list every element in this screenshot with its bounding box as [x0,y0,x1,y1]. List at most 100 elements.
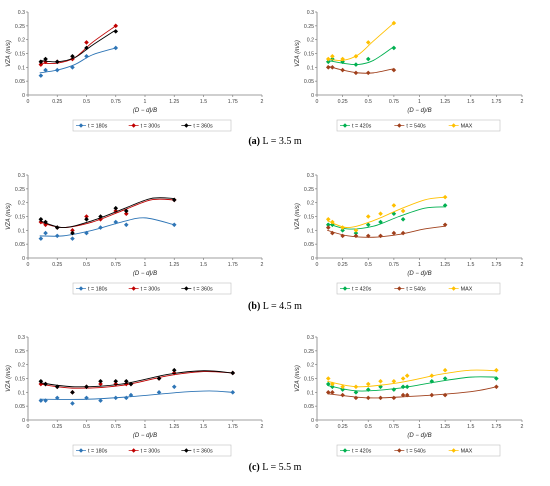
trend-line [327,65,394,74]
x-tick-label: 1 [418,99,421,105]
x-tick-label: 1.5 [467,262,474,268]
trend-line [39,25,117,65]
data-point [391,378,397,384]
data-point [353,395,359,401]
data-point [98,378,103,384]
y-tick-label: 0.15 [304,377,314,383]
x-tick-label: 1.25 [440,424,450,430]
data-point [70,230,75,236]
data-point [429,378,435,384]
y-tick-label: 0.2 [18,201,25,207]
data-point [404,384,410,390]
data-point [353,230,359,236]
y-tick-label: 0.15 [15,52,25,58]
x-tick-label: 0 [316,262,319,268]
data-point [325,216,331,222]
x-tick-label: 0 [316,99,319,105]
x-tick-label: 2 [261,99,264,105]
data-point [442,367,448,373]
data-point [70,228,75,233]
trend-line [327,196,446,229]
data-point [353,384,359,390]
data-point [84,384,89,390]
data-point [54,225,60,230]
y-tick-label: 0 [22,418,25,424]
data-point [43,56,48,62]
data-point [400,208,406,214]
legend-label: t = 360s [193,449,213,455]
data-point [171,197,177,203]
x-axis-label: (D − d)/B [133,108,157,114]
data-point [330,219,335,225]
data-point [43,398,48,403]
legend-box [72,444,232,457]
data-point [442,222,448,228]
y-axis-label: VZA (m/s) [6,40,12,67]
data-point [38,236,44,241]
data-point [365,233,371,239]
y-tick-label: 0 [311,256,314,262]
data-point [113,29,119,34]
x-tick-label: 0.5 [365,424,372,430]
data-point [391,387,397,392]
legend-label: t = 300s [141,287,161,293]
x-tick-label: 1.5 [200,99,207,105]
x-tick-label: 0.75 [111,262,121,268]
y-tick-label: 0.15 [304,52,314,58]
data-point [365,387,371,392]
legend-label: t = 420s [352,124,372,130]
data-point [123,211,129,217]
x-tick-label: 0.25 [52,262,62,268]
caption-text: L = 3.5 m [263,136,302,147]
data-point [70,236,75,241]
legend-label: t = 180s [88,287,108,293]
data-point [84,40,89,45]
data-point [330,56,335,62]
y-tick-label: 0.25 [304,349,314,355]
x-tick-label: 1.5 [467,99,474,105]
legend-label: t = 180s [88,449,108,455]
data-point [404,373,410,379]
data-point [365,381,371,387]
y-tick-label: 0.25 [15,187,25,193]
data-point [171,222,177,228]
y-tick-label: 0.05 [15,242,25,248]
x-tick-label: 1.75 [228,424,238,430]
data-point [325,381,331,387]
x-tick-label: 1.25 [440,99,450,105]
data-point [442,203,448,208]
x-axis-label: (D − d)/B [133,433,157,439]
data-point [400,376,406,381]
x-tick-label: 0.75 [111,424,121,430]
y-tick-label: 0 [22,256,25,262]
legend-box [336,444,501,457]
legend-box [336,282,501,295]
data-point [43,381,48,387]
caption-text: L = 4.5 m [263,301,302,312]
y-tick-label: 0.3 [307,10,314,16]
x-tick-label: 0.25 [52,424,62,430]
data-point [353,390,359,395]
data-point [156,390,162,395]
x-tick-label: 0.75 [389,262,399,268]
panel-caption: (a) L = 3.5 m [248,136,302,147]
x-tick-label: 2 [261,262,264,268]
data-point [429,392,435,398]
data-point [353,62,359,67]
data-point [84,216,89,222]
data-point [340,67,345,73]
y-tick-label: 0.15 [15,215,25,221]
legend-label: t = 360s [193,287,213,293]
x-tick-label: 0.25 [338,99,348,105]
data-point [400,392,406,398]
x-tick-label: 0.5 [365,262,372,268]
y-axis-label: VZA (m/s) [295,40,301,67]
x-tick-label: 1 [418,262,421,268]
y-tick-label: 0 [22,93,25,99]
data-point [84,45,89,51]
trend-line [327,369,497,388]
caption-label: (a) [248,136,262,147]
data-point [156,376,162,381]
